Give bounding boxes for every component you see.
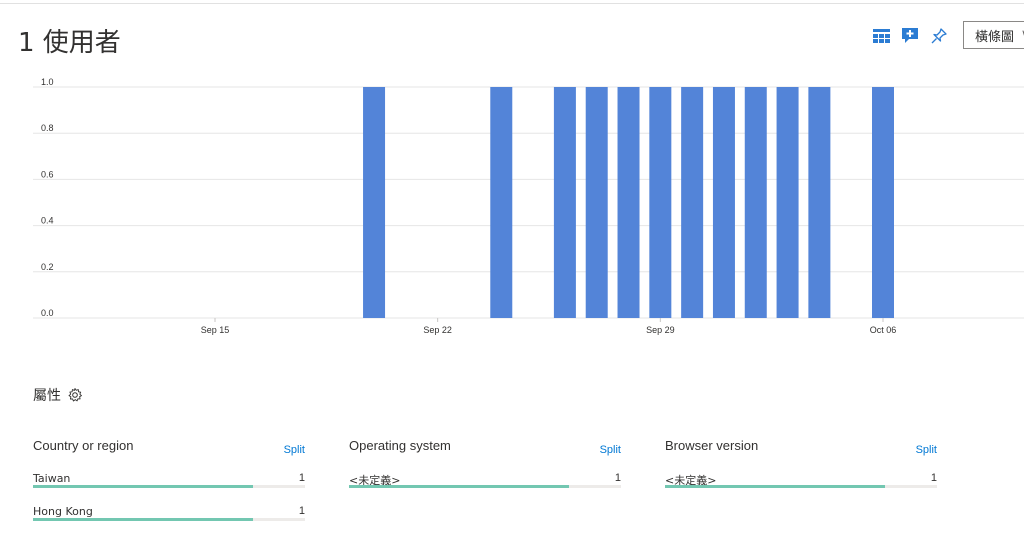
bar[interactable] xyxy=(363,87,386,318)
chevron-down-icon: ∨ xyxy=(1021,27,1024,40)
y-tick-label: 1.0 xyxy=(41,77,54,87)
row-label: <未定義> xyxy=(349,474,401,487)
pin-icon[interactable] xyxy=(926,23,952,49)
column-title: Country or region xyxy=(33,438,134,453)
x-tick-label: Sep 15 xyxy=(201,325,230,335)
list-item[interactable]: <未定義> 1 xyxy=(665,472,937,505)
top-divider xyxy=(0,3,1024,4)
value-bar-track xyxy=(665,485,937,488)
bar[interactable] xyxy=(553,87,576,318)
x-tick-label: Oct 06 xyxy=(870,325,897,335)
row-label: Hong Kong xyxy=(33,505,93,518)
y-tick-label: 0.4 xyxy=(41,216,54,226)
grid-icon[interactable] xyxy=(868,23,894,49)
y-tick-label: 0.0 xyxy=(41,308,54,318)
value-bar-track xyxy=(33,518,305,521)
row-label: <未定義> xyxy=(665,474,717,487)
bar[interactable] xyxy=(712,87,735,318)
y-tick-label: 0.8 xyxy=(41,123,54,133)
column-title: Operating system xyxy=(349,438,451,453)
page-title: 1 使用者 xyxy=(18,28,121,58)
split-link[interactable]: Split xyxy=(599,444,621,456)
x-tick-label: Sep 29 xyxy=(646,325,675,335)
chart-type-selected: 橫條圖 xyxy=(975,29,1015,45)
bar[interactable] xyxy=(585,87,608,318)
split-link[interactable]: Split xyxy=(283,444,305,456)
chart-type-dropdown[interactable]: 橫條圖 ∨ xyxy=(963,21,1024,49)
y-tick-label: 0.6 xyxy=(41,169,54,179)
bar-chart: 1.0 0.8 0.6 0.4 0.2 0.0 Sep 15 Sep 22 Sep 29 Oct … xyxy=(33,77,1024,335)
row-value: 1 xyxy=(298,505,305,517)
row-label: Taiwan xyxy=(33,472,71,485)
value-bar xyxy=(349,485,570,488)
row-value: 1 xyxy=(298,472,305,484)
column-header: Country or region Split xyxy=(33,438,305,458)
bar[interactable] xyxy=(617,87,640,318)
row-value: 1 xyxy=(930,472,937,484)
value-bar xyxy=(33,518,254,521)
chart-toolbar xyxy=(868,22,955,50)
bar[interactable] xyxy=(649,87,672,318)
x-tick-label: Sep 22 xyxy=(423,325,452,335)
column-title: Browser version xyxy=(665,438,759,453)
properties-title: 屬性 xyxy=(33,388,61,404)
list-item[interactable]: <未定義> 1 xyxy=(349,472,621,505)
row-value: 1 xyxy=(614,472,621,484)
gear-icon[interactable] xyxy=(67,387,83,403)
properties-header: 屬性 xyxy=(33,385,83,405)
property-column-country: Country or region Split Taiwan 1 Hong Ko… xyxy=(33,438,305,538)
bar[interactable] xyxy=(776,87,799,318)
value-bar-track xyxy=(33,485,305,488)
property-column-browser: Browser version Split <未定義> 1 xyxy=(665,438,937,505)
list-item[interactable]: Taiwan 1 xyxy=(33,472,305,505)
bar[interactable] xyxy=(872,87,894,318)
value-bar-track xyxy=(349,485,621,488)
value-bar xyxy=(33,485,254,488)
y-tick-label: 0.2 xyxy=(41,262,54,272)
bar[interactable] xyxy=(490,87,513,318)
bar[interactable] xyxy=(808,87,831,318)
add-comment-icon[interactable] xyxy=(897,23,923,49)
bar[interactable] xyxy=(681,87,704,318)
value-bar xyxy=(665,485,886,488)
split-link[interactable]: Split xyxy=(915,444,937,456)
column-header: Operating system Split xyxy=(349,438,621,458)
column-header: Browser version Split xyxy=(665,438,937,458)
list-item[interactable]: Hong Kong 1 xyxy=(33,505,305,538)
bar[interactable] xyxy=(744,87,767,318)
property-column-os: Operating system Split <未定義> 1 xyxy=(349,438,621,505)
